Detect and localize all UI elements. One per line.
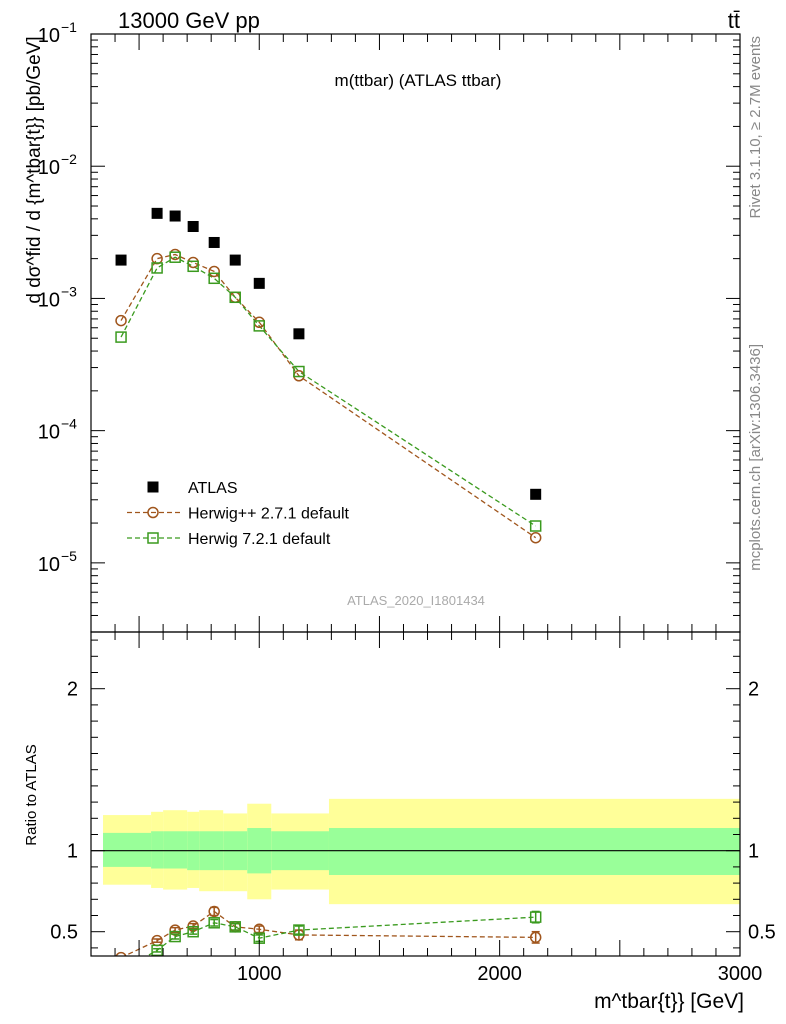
data-point-2-7 xyxy=(293,365,305,378)
svg-text:−2: −2 xyxy=(61,151,77,167)
svg-text:10: 10 xyxy=(38,554,60,576)
data-point-0-2 xyxy=(169,210,181,222)
legend-label-2: Herwig 7.2.1 default xyxy=(188,531,331,548)
header-left: 13000 GeV pp xyxy=(118,8,260,33)
x-tick-label: 1000 xyxy=(237,963,282,985)
ratio-point-1-2 xyxy=(169,930,181,943)
mcplots-label: mcplots.cern.ch [arXiv:1306.3436] xyxy=(747,344,764,571)
ratio-y-tick-label-left: 0.5 xyxy=(50,922,78,944)
ratio-frame xyxy=(90,631,741,957)
x-tick-label: 2000 xyxy=(477,963,522,985)
data-point-2-3 xyxy=(187,260,199,273)
data-point-2-0 xyxy=(115,331,127,343)
data-point-0-8 xyxy=(530,488,542,500)
legend-label-1: Herwig++ 2.7.1 default xyxy=(188,506,350,523)
analysis-id: ATLAS_2020_I1801434 xyxy=(347,593,485,608)
ratio-point-0-0 xyxy=(115,951,127,956)
data-point-1-0 xyxy=(115,314,127,327)
data-point-0-0 xyxy=(115,254,127,266)
chart-title: m(ttbar) (ATLAS ttbar) xyxy=(335,71,502,90)
svg-text:10: 10 xyxy=(38,157,60,179)
data-point-1-4 xyxy=(208,265,220,278)
ratio-point-1-8 xyxy=(529,911,542,923)
svg-text:10: 10 xyxy=(38,25,60,47)
ratio-point-0-4 xyxy=(208,905,220,918)
y-tick-label: 10 −4 xyxy=(38,416,77,444)
data-point-0-1 xyxy=(151,207,163,219)
x-tick-label: 3000 xyxy=(718,963,763,985)
data-point-2-4 xyxy=(208,272,220,285)
legend-marker-2 xyxy=(147,532,159,544)
svg-text:−4: −4 xyxy=(61,416,77,432)
data-point-0-3 xyxy=(187,220,199,232)
ratio-y-tick-label-right: 0.5 xyxy=(748,922,776,944)
svg-text:−1: −1 xyxy=(61,19,77,35)
ratio-panel: Ratio to ATLAS m^tbar{t}} [GeV] 0.5 0.5 1 1… xyxy=(23,631,776,1013)
svg-text:−3: −3 xyxy=(61,283,77,299)
uncertainty-band-green xyxy=(163,831,188,869)
ratio-point-1-1 xyxy=(151,944,163,956)
y-tick-label: 10 −5 xyxy=(38,548,77,576)
header-right: tt̄ xyxy=(728,8,740,33)
ratio-y-axis-label: Ratio to ATLAS xyxy=(23,744,40,845)
uncertainty-band-green xyxy=(103,832,152,867)
y-axis-label: d dσ^fid / d {m^tbar{t}} [pb/GeV] xyxy=(24,36,45,303)
data-point-2-8 xyxy=(529,520,542,532)
data-point-2-1 xyxy=(151,262,163,274)
legend-marker-1 xyxy=(147,506,159,519)
y-tick-label: 10 −1 xyxy=(38,19,77,47)
data-point-1-8 xyxy=(529,531,542,544)
ratio-y-tick-label-left: 2 xyxy=(67,679,78,701)
y-tick-label: 10 −2 xyxy=(38,151,77,179)
legend-label-0: ATLAS xyxy=(188,480,238,497)
main-panel: m(ttbar) (ATLAS ttbar) ATLAS_2020_I18014… xyxy=(24,19,741,633)
data-point-2-2 xyxy=(169,251,181,263)
series-line-2 xyxy=(120,256,537,527)
ratio-point-1-7 xyxy=(293,924,305,936)
svg-text:10: 10 xyxy=(38,289,60,311)
ratio-line-1 xyxy=(145,916,536,956)
legend-marker-0 xyxy=(147,481,159,493)
data-point-0-4 xyxy=(208,236,220,248)
ratio-y-tick-label-right: 1 xyxy=(748,841,759,863)
y-tick-label: 10 −3 xyxy=(38,283,77,311)
data-point-1-3 xyxy=(187,256,199,269)
ratio-y-tick-label-right: 2 xyxy=(748,679,759,701)
series-line-1 xyxy=(120,253,537,539)
data-point-2-6 xyxy=(253,320,266,332)
uncertainty-band-green xyxy=(328,828,740,875)
ratio-point-1-5 xyxy=(229,921,241,933)
x-axis-label: m^tbar{t}} [GeV] xyxy=(594,990,744,1013)
ratio-point-1-0 xyxy=(116,966,126,976)
ratio-point-1-4 xyxy=(208,917,220,929)
data-point-1-1 xyxy=(151,252,163,265)
rivet-label: Rivet 3.1.10, ≥ 2.7M events xyxy=(747,36,764,219)
data-point-2-5 xyxy=(229,291,241,304)
data-point-0-7 xyxy=(293,328,305,340)
legend: ATLAS Herwig++ 2.7.1 default Herwig 7.2.1 … xyxy=(127,480,350,548)
svg-text:10: 10 xyxy=(38,422,60,444)
data-point-0-6 xyxy=(253,277,265,289)
data-point-0-5 xyxy=(229,254,241,266)
uncertainty-band-green xyxy=(151,831,164,869)
svg-text:−5: −5 xyxy=(61,548,77,564)
ratio-point-1-3 xyxy=(187,925,199,938)
ratio-y-tick-label-left: 1 xyxy=(67,841,78,863)
ratio-point-0-8 xyxy=(529,931,542,944)
